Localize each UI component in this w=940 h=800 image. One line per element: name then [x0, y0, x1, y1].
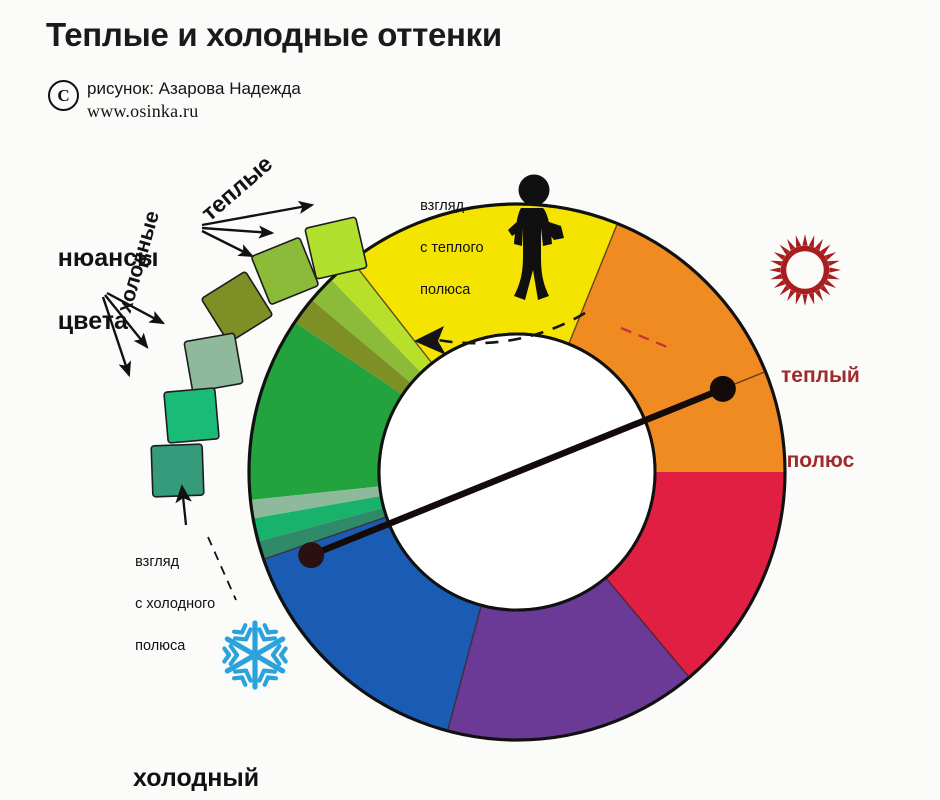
view-warm-line-1: взгляд — [420, 198, 465, 215]
wheel-segment — [568, 223, 766, 421]
credit-author: рисунок: Азарова Надежда — [87, 79, 301, 98]
nuances-line-1: нюансы — [57, 244, 159, 273]
header: Теплые и холодные оттенки — [46, 18, 502, 51]
warm-pole-line-2: полюс — [786, 448, 855, 472]
warm-pole-label: теплый полюс — [781, 305, 860, 532]
nuances-line-2: цвета — [57, 306, 128, 335]
wheel-outer-outline — [247, 202, 787, 742]
view-warm-line-3: полюса — [420, 282, 471, 299]
wheel-hub — [377, 332, 657, 612]
cold-pole-line-1: холодный — [133, 764, 260, 792]
view-warm-line-2: с теплого — [420, 240, 484, 257]
wheel-segment — [294, 299, 412, 395]
page-title: Теплые и холодные оттенки — [46, 16, 502, 53]
credit-lines: рисунок: Азарова Надежда www.osinka.ru — [87, 78, 301, 124]
credit-block: C рисунок: Азарова Надежда www.osinka.ru — [48, 78, 301, 124]
wheel-segment — [447, 577, 690, 740]
view-cold-line-3: полюса — [135, 638, 186, 655]
credit-website: www.osinka.ru — [87, 101, 199, 122]
view-cold-line-2: с холодного — [135, 596, 216, 613]
wheel-segment — [330, 260, 433, 373]
view-from-cold-pole-label: взгляд с холодного полюса — [119, 531, 215, 678]
view-from-warm-pole-label: взгляд с теплого полюса — [404, 175, 484, 322]
warm-pole-line-1: теплый — [781, 363, 860, 387]
wheel-segment-divider — [605, 577, 690, 678]
wheel-segment — [311, 279, 422, 384]
wheel-segment — [263, 516, 482, 731]
copyright-icon: C — [48, 80, 79, 111]
wheel-segment-divider — [446, 605, 482, 732]
view-cold-line-1: взгляд — [135, 554, 180, 571]
cold-pole-label: холодный полюс — [133, 696, 259, 800]
nuances-label: нюансы цвета — [30, 212, 159, 368]
